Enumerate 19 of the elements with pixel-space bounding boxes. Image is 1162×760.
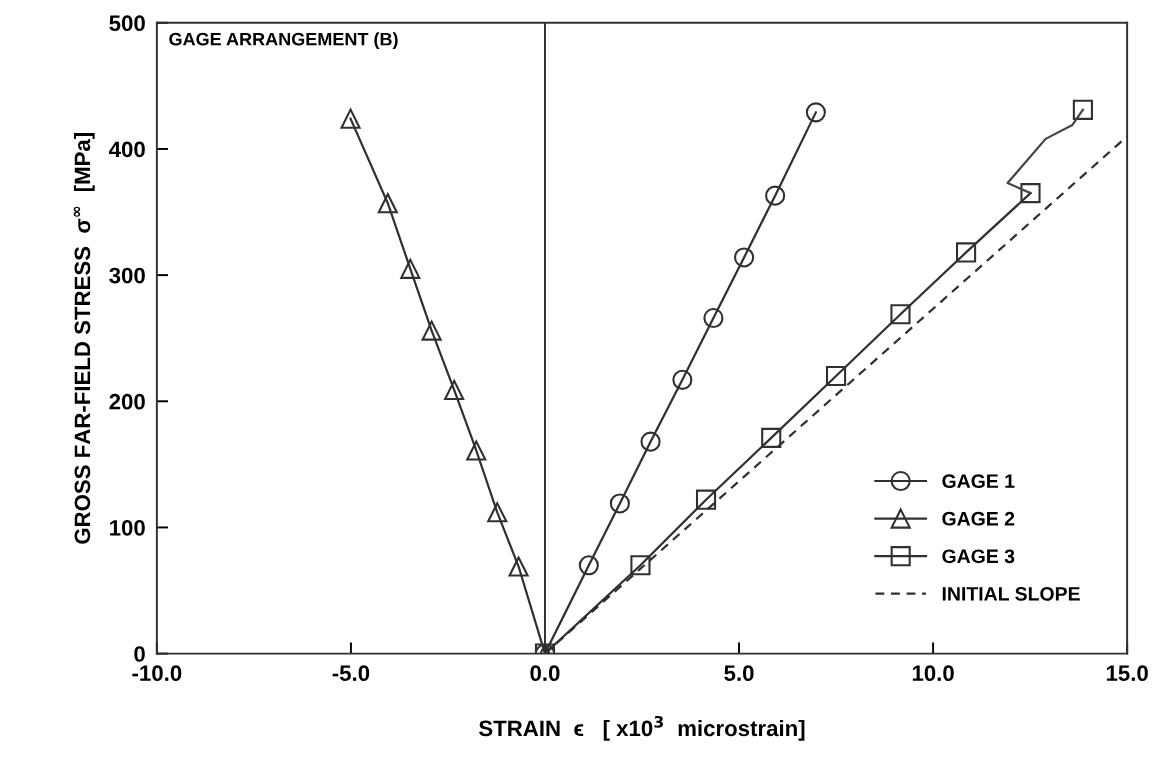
x-tick-label: -5.0 — [332, 665, 370, 682]
legend-label: GAGE 2 — [942, 511, 1015, 526]
legend-label: GAGE 3 — [942, 549, 1015, 564]
y-tick-label: 500 — [109, 15, 145, 32]
x-tick-label: 5.0 — [724, 665, 754, 682]
y-tick-label: 400 — [109, 141, 145, 158]
x-tick-label: 10.0 — [912, 665, 954, 682]
x-tick-label: 15.0 — [1106, 665, 1148, 682]
legend-label: INITIAL SLOPE — [942, 586, 1080, 601]
y-tick-label: 200 — [109, 393, 145, 410]
x-tick-label: 0.0 — [530, 665, 560, 682]
legend-label: GAGE 1 — [942, 474, 1015, 489]
x-tick-label: -10.0 — [132, 665, 182, 682]
y-tick-label: 100 — [110, 519, 145, 536]
y-tick-label: 300 — [109, 267, 145, 284]
annotation: GAGE ARRANGEMENT (B) — [169, 32, 398, 50]
y-tick-label: 0 — [134, 646, 145, 662]
y-axis-title: GROSS FAR-FIELD STRESS σ$^{∞}$ [MPa] — [73, 133, 95, 544]
x-axis-title: STRAIN ϵ [ x10$^{3}$ microstrain] — [478, 715, 805, 741]
